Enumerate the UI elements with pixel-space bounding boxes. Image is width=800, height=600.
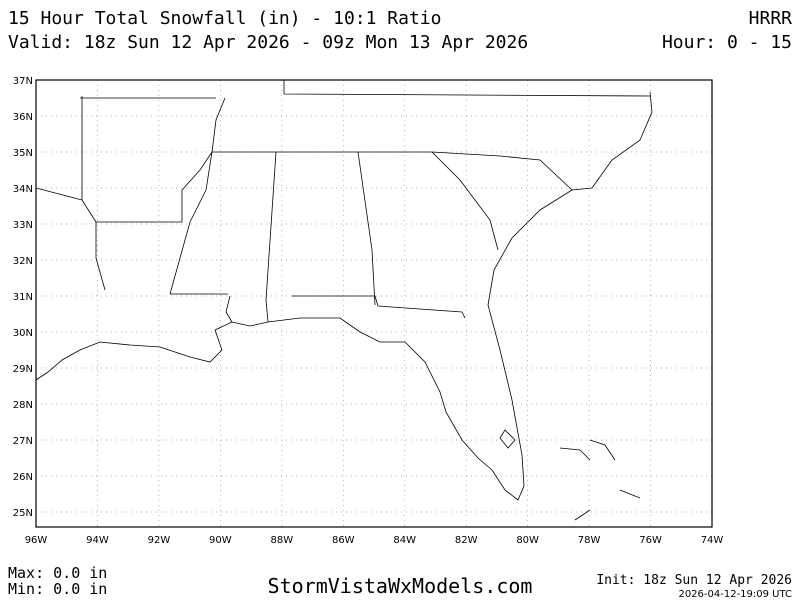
lon-label: 96W (25, 535, 48, 546)
lon-label: 82W (455, 535, 478, 546)
lon-label: 88W (271, 535, 294, 546)
lat-label: 28N (13, 400, 33, 411)
lat-label: 36N (13, 112, 33, 123)
lat-label: 34N (13, 184, 33, 195)
coastlines (35, 91, 653, 501)
title: 15 Hour Total Snowfall (in) - 10:1 Ratio (8, 8, 441, 29)
timestamp: 2026-04-12-19:09 UTC (678, 589, 792, 600)
lat-label: 33N (13, 220, 33, 231)
lat-label: 27N (13, 436, 33, 447)
lon-label: 86W (332, 535, 355, 546)
lat-label: 26N (13, 472, 33, 483)
map-frame (35, 79, 713, 528)
lat-label: 32N (13, 256, 33, 267)
model: HRRR (749, 8, 793, 29)
lon-label: 80W (516, 535, 539, 546)
min-value: Min: 0.0 in (8, 580, 107, 598)
lon-label: 76W (639, 535, 662, 546)
lat-label: 35N (13, 148, 33, 159)
init-time: Init: 18z Sun 12 Apr 2026 (596, 573, 792, 588)
site-name: StormVistaWxModels.com (268, 574, 533, 598)
max-value: Max: 0.0 in (8, 564, 107, 582)
state-borders (35, 80, 651, 521)
lon-label: 94W (86, 535, 109, 546)
lon-label: 84W (393, 535, 416, 546)
graticule (36, 80, 712, 527)
lat-label: 29N (13, 364, 33, 375)
lat-label: 31N (13, 292, 33, 303)
lon-label: 78W (578, 535, 601, 546)
valid-time: Valid: 18z Sun 12 Apr 2026 - 09z Mon 13 … (8, 32, 528, 53)
lat-label: 25N (13, 508, 33, 519)
lat-label: 37N (13, 76, 33, 87)
lat-label: 30N (13, 328, 33, 339)
hour-range: Hour: 0 - 15 (662, 32, 792, 53)
lon-label: 90W (209, 535, 232, 546)
lon-label: 92W (148, 535, 171, 546)
lon-label: 74W (701, 535, 724, 546)
